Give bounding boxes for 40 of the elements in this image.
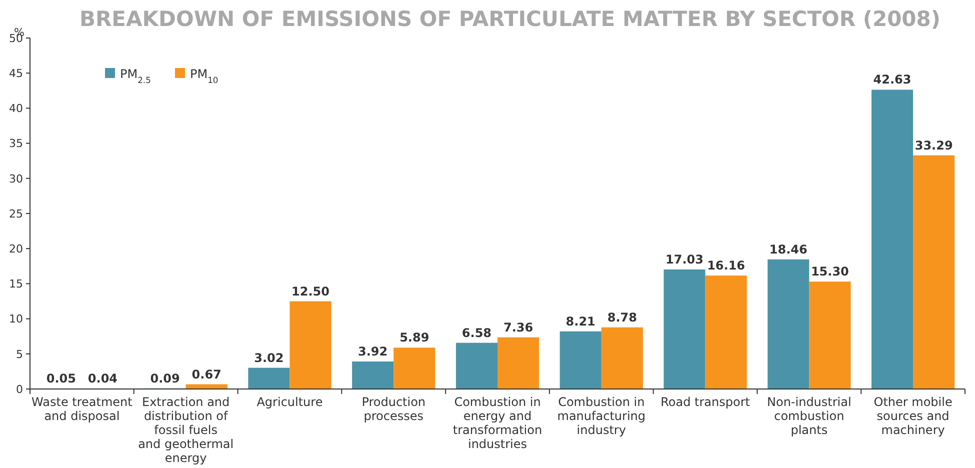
y-tick-label: 20 (9, 242, 23, 256)
data-label: 8.78 (607, 310, 637, 324)
y-tick-label: 0 (16, 382, 23, 396)
y-tick-label: 5 (16, 348, 23, 361)
chart-title: BREAKDOWN OF EMISSIONS OF PARTICULATE MATTER BY SECTOR (2008) (80, 7, 940, 31)
data-label: 6.58 (462, 326, 492, 340)
legend-label: PM$_{2.5}$ (120, 67, 151, 85)
data-label: 3.02 (254, 350, 284, 365)
data-label: 7.36 (503, 320, 534, 334)
y-tick-label: 25 (9, 207, 23, 220)
data-label: 0.09 (150, 371, 180, 386)
data-label: 5.89 (400, 330, 430, 345)
x-tick-label: Waste treatment and disposal (32, 395, 133, 423)
data-label: 0.05 (46, 372, 76, 386)
data-label: 42.63 (873, 72, 912, 87)
legend-label: PM$_{10}$ (190, 67, 218, 85)
x-tick-label: Road transport (660, 395, 750, 409)
x-tick-label: Combustion in manufacturing industry (557, 395, 646, 437)
data-label: 3.92 (358, 344, 388, 358)
x-tick-label: Extraction and distribution of fossil fuels and geothermal energy (138, 395, 234, 465)
x-tick-label: Non-industrial combustion plants (767, 395, 852, 437)
y-tick-label: 10 (9, 312, 23, 326)
data-label: 0.04 (88, 372, 118, 386)
data-label: 17.03 (666, 252, 704, 266)
x-tick-label: Combustion in energy and transformation industries (452, 395, 542, 451)
data-label: 18.46 (769, 242, 808, 256)
data-label: 12.50 (292, 284, 330, 298)
x-tick-label: Other mobile sources and machinery (874, 395, 952, 437)
y-tick-label: 40 (9, 102, 23, 116)
data-label: 16.16 (707, 258, 746, 273)
data-label: 15.30 (810, 264, 849, 279)
x-tick-label: Production processes (362, 395, 426, 423)
data-label: 0.67 (192, 367, 222, 382)
x-tick-label: Agriculture (256, 395, 323, 409)
y-tick-label: 30 (9, 172, 23, 186)
data-label: 8.21 (566, 314, 596, 328)
y-tick-label: 45 (9, 66, 23, 80)
data-label: 33.29 (914, 138, 953, 152)
y-tick-label: 15 (9, 278, 23, 291)
y-tick-label: 35 (9, 137, 23, 150)
